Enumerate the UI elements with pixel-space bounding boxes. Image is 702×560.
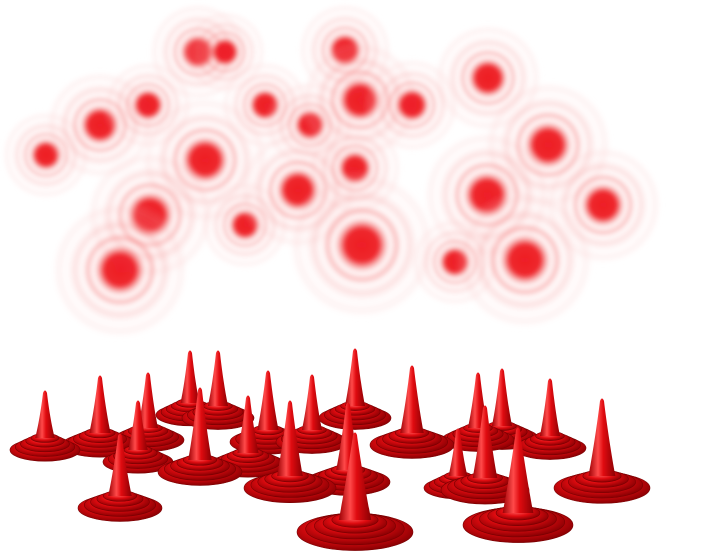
cone-spike xyxy=(502,427,534,513)
red-cones-group xyxy=(9,348,651,551)
red-cone xyxy=(77,433,163,522)
cone-spike xyxy=(472,405,498,478)
red-cone xyxy=(209,395,287,478)
cone-spike xyxy=(257,370,279,430)
cone-spike xyxy=(588,398,616,476)
cone-spike xyxy=(237,395,259,453)
glow-circle xyxy=(50,200,190,340)
cone-spike xyxy=(35,390,55,438)
cone-spike xyxy=(277,400,303,476)
cone-spike xyxy=(491,368,513,426)
red-cone xyxy=(318,348,392,430)
cone-spike xyxy=(448,428,468,476)
cone-spike xyxy=(188,387,212,460)
cone-spike xyxy=(344,348,366,406)
glow-circle xyxy=(287,170,437,320)
red-cone xyxy=(243,400,337,504)
glow-circle xyxy=(364,57,460,153)
cone-spike xyxy=(338,432,372,520)
red-cone xyxy=(462,427,574,543)
red-cone xyxy=(61,375,139,458)
red-cone xyxy=(157,387,243,486)
cone-spike xyxy=(108,433,132,496)
cone-spike xyxy=(89,375,111,433)
cone-spike xyxy=(400,365,424,433)
red-cone xyxy=(369,365,455,459)
cone-spike xyxy=(301,374,323,430)
cone-spike xyxy=(128,400,148,450)
cone-spike xyxy=(180,350,200,403)
glow-circle xyxy=(455,190,595,330)
red-cone xyxy=(513,378,587,460)
blurred-glow-circles xyxy=(1,2,663,340)
cone-spike xyxy=(539,378,561,436)
cone-spike xyxy=(137,372,159,428)
red-cone xyxy=(9,390,81,462)
red-cone xyxy=(296,432,414,551)
red-cone xyxy=(553,398,651,504)
cone-spike xyxy=(207,350,229,406)
